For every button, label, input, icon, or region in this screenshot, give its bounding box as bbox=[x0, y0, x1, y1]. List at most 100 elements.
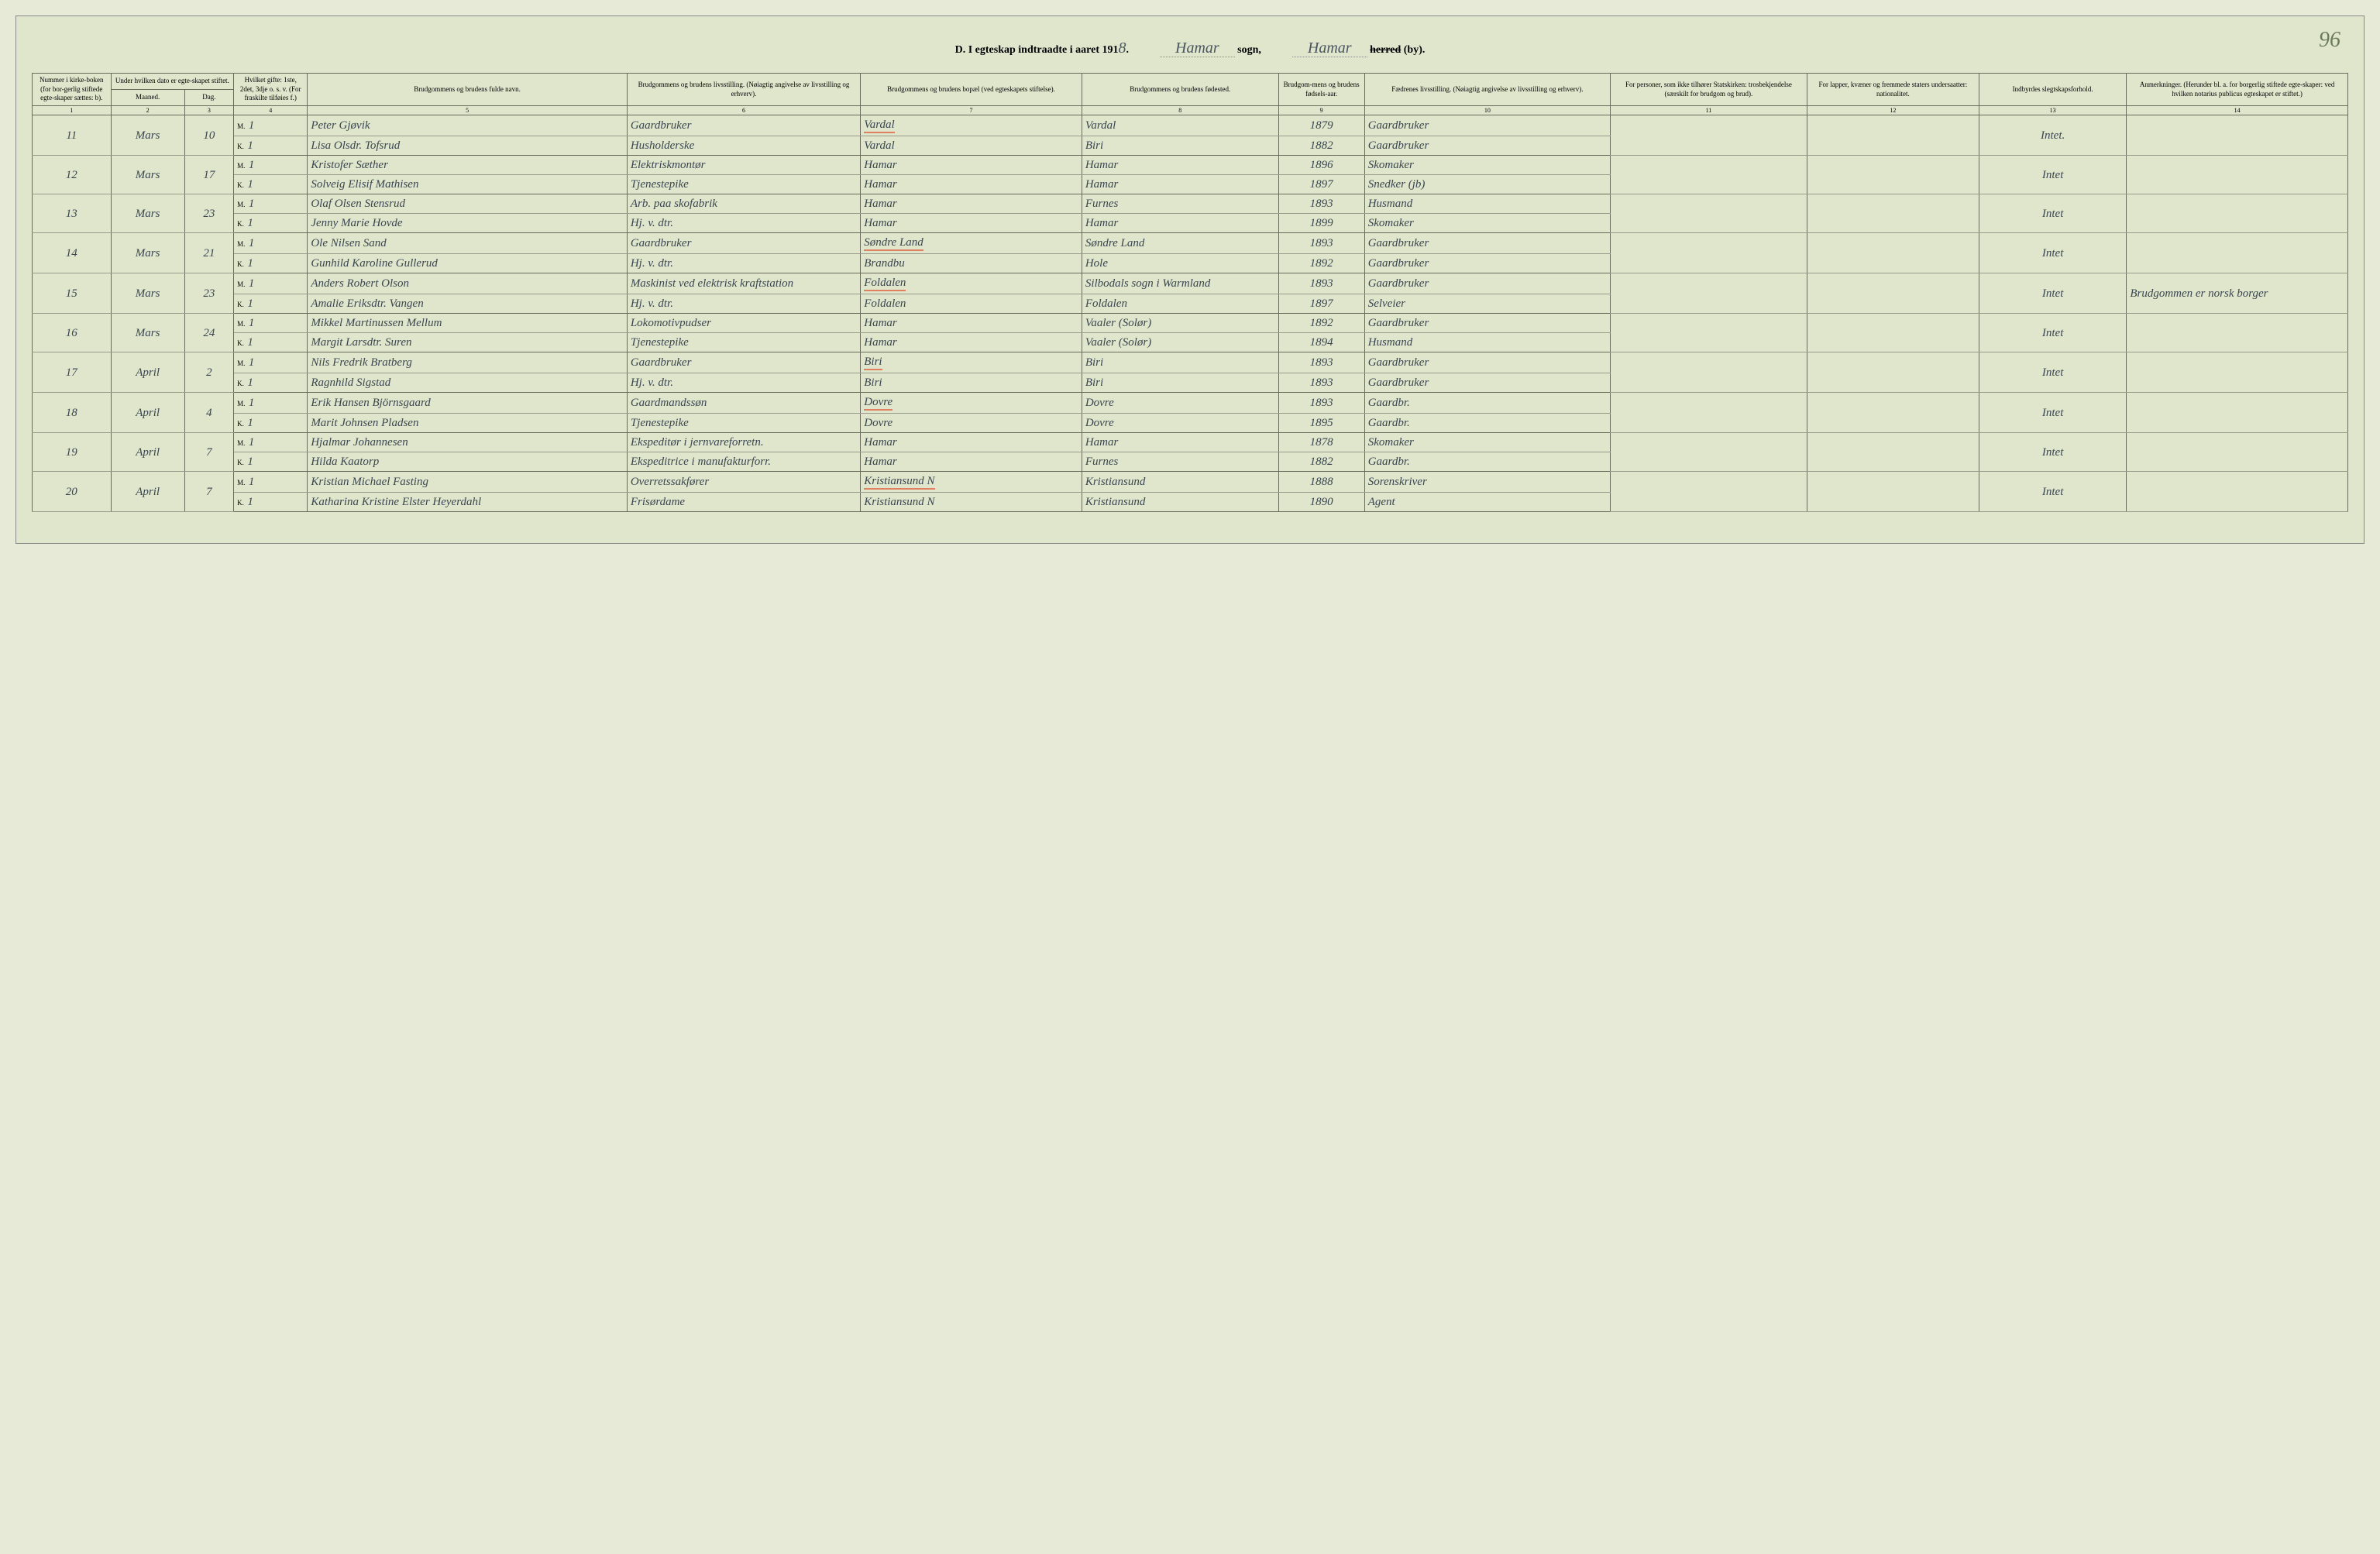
kinship: Intet bbox=[1979, 273, 2126, 314]
entry-month: Mars bbox=[111, 194, 184, 233]
entry-month: Mars bbox=[111, 233, 184, 273]
kinship: Intet bbox=[1979, 314, 2126, 352]
hdr-13: Indbyrdes slegtskapsforhold. bbox=[1979, 74, 2126, 106]
entry-day: 2 bbox=[184, 352, 233, 393]
hdr-5: Brudgommens og brudens fulde navn. bbox=[308, 74, 628, 106]
hdr-8: Brudgommens og brudens fødested. bbox=[1082, 74, 1278, 106]
colnum: 13 bbox=[1979, 106, 2126, 115]
c11 bbox=[1611, 194, 1807, 233]
kinship: Intet bbox=[1979, 393, 2126, 433]
mk-marker: M. 1 bbox=[234, 273, 308, 294]
table-body: 11Mars10M. 1Peter GjøvikGaardbrukerVarda… bbox=[33, 115, 2348, 512]
groom-father: Sorenskriver bbox=[1364, 472, 1610, 493]
bride-name: Ragnhild Sigstad bbox=[308, 373, 628, 393]
table-row: 16Mars24M. 1Mikkel Martinussen MellumLok… bbox=[33, 314, 2348, 333]
entry-day: 23 bbox=[184, 194, 233, 233]
colnum: 1 bbox=[33, 106, 112, 115]
mk-marker: M. 1 bbox=[234, 393, 308, 414]
groom-year: 1893 bbox=[1278, 194, 1364, 214]
kinship: Intet bbox=[1979, 433, 2126, 472]
c12 bbox=[1807, 194, 1979, 233]
bride-res: Foldalen bbox=[861, 294, 1082, 314]
table-row: 19April7M. 1Hjalmar JohannesenEkspeditør… bbox=[33, 433, 2348, 452]
entry-number: 14 bbox=[33, 233, 112, 273]
groom-birth: Hamar bbox=[1082, 156, 1278, 175]
bride-birth: Biri bbox=[1082, 136, 1278, 156]
mk-marker: M. 1 bbox=[234, 352, 308, 373]
c12 bbox=[1807, 156, 1979, 194]
bride-year: 1890 bbox=[1278, 493, 1364, 512]
title-prefix: D. I egteskap indtraadte i aaret 1918. bbox=[955, 40, 1129, 57]
groom-father: Gaardbruker bbox=[1364, 115, 1610, 136]
bride-occ: Hj. v. dtr. bbox=[627, 214, 860, 233]
colnum: 8 bbox=[1082, 106, 1278, 115]
c11 bbox=[1611, 156, 1807, 194]
herred-group: Hamar herred (by). bbox=[1292, 40, 1425, 57]
entry-month: Mars bbox=[111, 273, 184, 314]
bride-father: Husmand bbox=[1364, 333, 1610, 352]
kinship: Intet bbox=[1979, 156, 2126, 194]
groom-res: Vardal bbox=[861, 115, 1082, 136]
remarks bbox=[2127, 433, 2348, 472]
groom-name: Ole Nilsen Sand bbox=[308, 233, 628, 254]
bride-name: Gunhild Karoline Gullerud bbox=[308, 254, 628, 273]
groom-father: Husmand bbox=[1364, 194, 1610, 214]
bride-father: Gaardbr. bbox=[1364, 414, 1610, 433]
colnum: 2 bbox=[111, 106, 184, 115]
groom-birth: Vaaler (Solør) bbox=[1082, 314, 1278, 333]
bride-year: 1897 bbox=[1278, 294, 1364, 314]
groom-res: Hamar bbox=[861, 194, 1082, 214]
groom-occ: Gaardbruker bbox=[627, 233, 860, 254]
hdr-2: Maaned. bbox=[111, 90, 184, 106]
groom-occ: Elektriskmontør bbox=[627, 156, 860, 175]
c12 bbox=[1807, 393, 1979, 433]
kinship: Intet bbox=[1979, 472, 2126, 512]
entry-month: Mars bbox=[111, 314, 184, 352]
table-row: 12Mars17M. 1Kristofer SætherElektriskmon… bbox=[33, 156, 2348, 175]
groom-birth: Dovre bbox=[1082, 393, 1278, 414]
bride-birth: Furnes bbox=[1082, 452, 1278, 472]
entry-day: 24 bbox=[184, 314, 233, 352]
bride-year: 1899 bbox=[1278, 214, 1364, 233]
kinship: Intet. bbox=[1979, 115, 2126, 156]
mk-marker: K. 1 bbox=[234, 254, 308, 273]
groom-occ: Gaardmandssøn bbox=[627, 393, 860, 414]
c11 bbox=[1611, 233, 1807, 273]
groom-res: Dovre bbox=[861, 393, 1082, 414]
groom-occ: Arb. paa skofabrik bbox=[627, 194, 860, 214]
hdr-4: Hvilket gifte: 1ste, 2det, 3dje o. s. v.… bbox=[234, 74, 308, 106]
colnum: 4 bbox=[234, 106, 308, 115]
c11 bbox=[1611, 433, 1807, 472]
entry-day: 10 bbox=[184, 115, 233, 156]
bride-occ: Tjenestepike bbox=[627, 333, 860, 352]
groom-father: Gaardbruker bbox=[1364, 352, 1610, 373]
mk-marker: K. 1 bbox=[234, 175, 308, 194]
bride-occ: Tjenestepike bbox=[627, 414, 860, 433]
entry-day: 7 bbox=[184, 472, 233, 512]
groom-birth: Silbodals sogn i Warmland bbox=[1082, 273, 1278, 294]
colnum-row: 1 2 3 4 5 6 7 8 9 10 11 12 13 14 bbox=[33, 106, 2348, 115]
hdr-12: For lapper, kvæner og fremmede staters u… bbox=[1807, 74, 1979, 106]
groom-year: 1892 bbox=[1278, 314, 1364, 333]
groom-occ: Gaardbruker bbox=[627, 352, 860, 373]
bride-birth: Foldalen bbox=[1082, 294, 1278, 314]
bride-father: Snedker (jb) bbox=[1364, 175, 1610, 194]
groom-year: 1893 bbox=[1278, 393, 1364, 414]
mk-marker: M. 1 bbox=[234, 115, 308, 136]
colnum: 7 bbox=[861, 106, 1082, 115]
groom-res: Biri bbox=[861, 352, 1082, 373]
sogn-group: Hamar sogn, bbox=[1160, 40, 1261, 57]
colnum: 6 bbox=[627, 106, 860, 115]
groom-name: Anders Robert Olson bbox=[308, 273, 628, 294]
bride-year: 1882 bbox=[1278, 136, 1364, 156]
entry-day: 23 bbox=[184, 273, 233, 314]
c11 bbox=[1611, 472, 1807, 512]
c11 bbox=[1611, 314, 1807, 352]
bride-father: Gaardbruker bbox=[1364, 373, 1610, 393]
entry-number: 17 bbox=[33, 352, 112, 393]
table-row: 20April7M. 1Kristian Michael FastingOver… bbox=[33, 472, 2348, 493]
groom-res: Foldalen bbox=[861, 273, 1082, 294]
groom-father: Skomaker bbox=[1364, 433, 1610, 452]
groom-year: 1896 bbox=[1278, 156, 1364, 175]
groom-name: Nils Fredrik Bratberg bbox=[308, 352, 628, 373]
